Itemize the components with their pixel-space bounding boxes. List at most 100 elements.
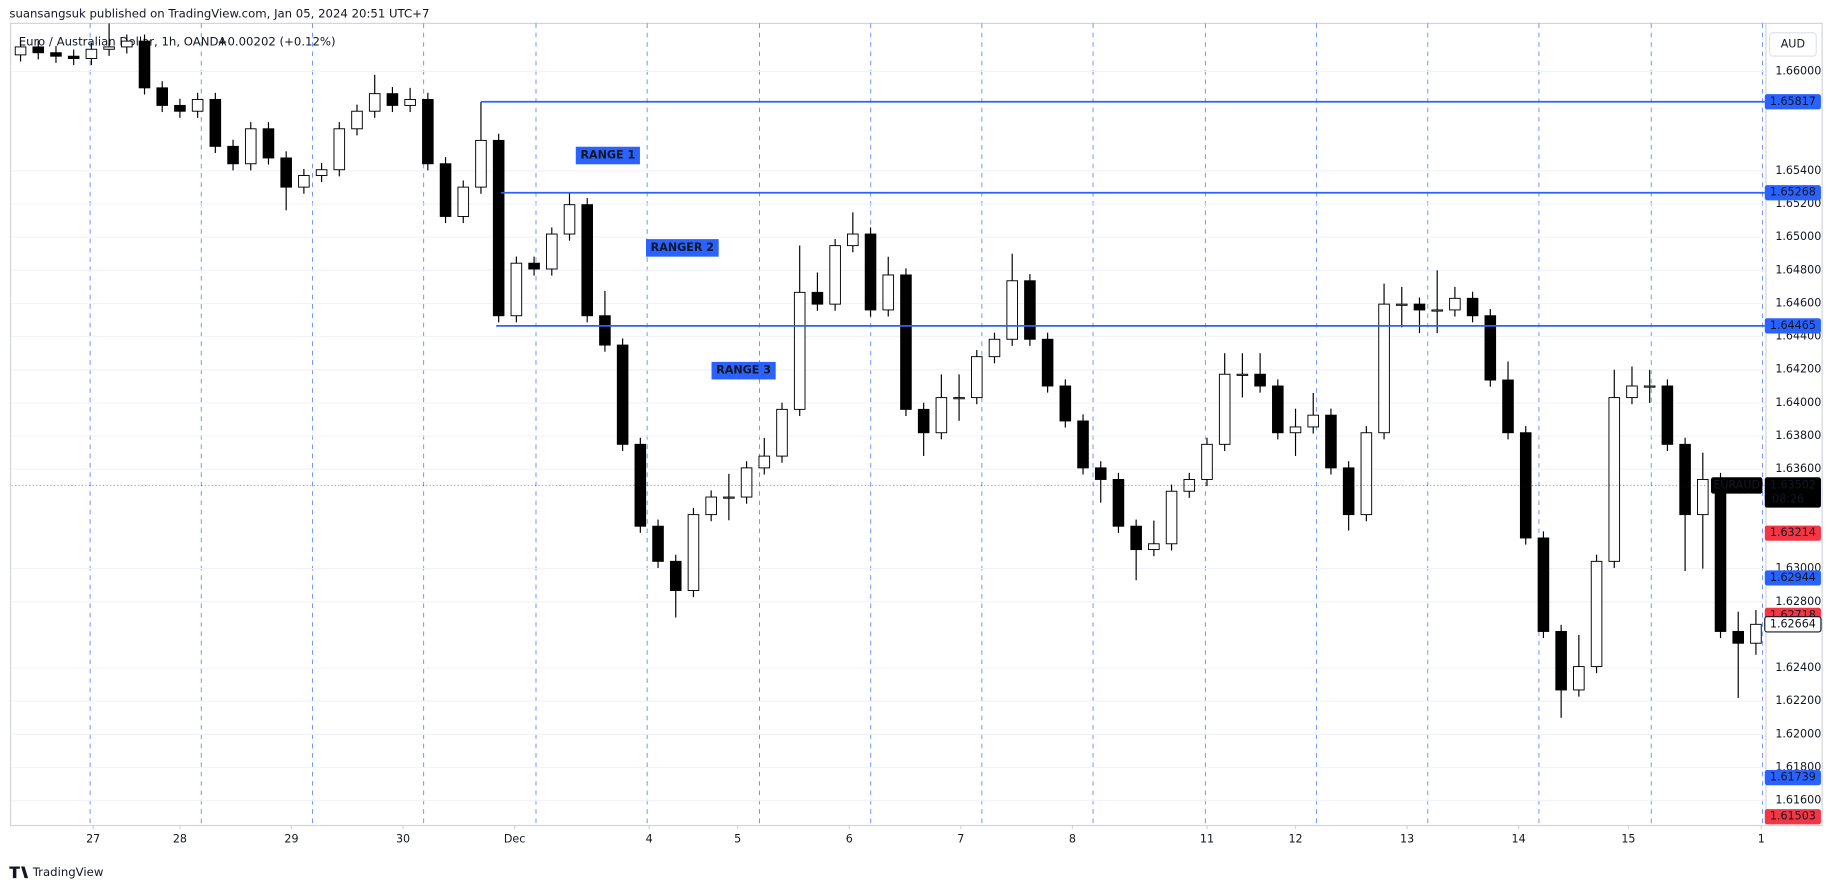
symbol-tag-label: EURAUD [1713, 478, 1760, 491]
candle-body [404, 98, 416, 106]
candle-body [546, 233, 558, 270]
candle-body [191, 98, 204, 112]
candle-body [1094, 467, 1107, 480]
x-tick-label: 12 [1288, 833, 1302, 846]
candle-body [368, 93, 381, 112]
candle-body [740, 467, 753, 498]
candle-body [1059, 385, 1072, 422]
candle-body [1608, 397, 1621, 562]
candle-body [1077, 420, 1089, 469]
candle-body [847, 233, 859, 247]
y-tick-label: 1.65000 [1775, 230, 1821, 243]
candle-body [1626, 385, 1638, 399]
candle-body [1697, 479, 1709, 516]
candle-body [1395, 303, 1408, 306]
y-tick-label: 1.62800 [1775, 595, 1821, 608]
price-tag [1764, 809, 1821, 825]
candle-body [174, 104, 186, 112]
candle-body [1130, 525, 1142, 551]
candle-body [563, 204, 576, 235]
symbol-tag [1710, 477, 1763, 494]
candle-body [1342, 467, 1355, 516]
candle-body [705, 496, 717, 516]
candle-body [900, 274, 912, 410]
level-tag [1764, 185, 1821, 201]
candle-body [85, 48, 98, 59]
annotation: RANGER 2 [651, 241, 714, 254]
level-tag [1764, 94, 1821, 110]
y-tick-label: 1.63800 [1775, 429, 1821, 442]
candle-body [103, 46, 115, 50]
currency-button[interactable] [1768, 32, 1817, 57]
x-tick-label: 28 [173, 833, 187, 846]
y-tick-label: 1.61600 [1775, 794, 1821, 807]
candle-body [1148, 543, 1160, 551]
candle-body [32, 46, 45, 54]
candle-body [793, 291, 806, 410]
candle-body [351, 110, 363, 130]
candle-body [864, 233, 877, 311]
candle-body [1750, 623, 1762, 644]
candle-body [121, 40, 133, 48]
price-tag-label: 1.61503 [1770, 810, 1816, 823]
candle-body [1466, 297, 1479, 317]
candle-body [1024, 280, 1036, 340]
x-tick-label: Dec [504, 833, 526, 846]
y-tick-label: 1.66000 [1775, 64, 1821, 77]
annotation: RANGE 1 [580, 149, 635, 162]
y-tick-label: 1.64800 [1775, 263, 1821, 276]
candle-body [935, 397, 948, 434]
candle-body [1112, 479, 1125, 527]
candle-body [917, 408, 930, 434]
price-tag-label: 1.63214 [1770, 526, 1816, 539]
candle-body [1519, 432, 1532, 539]
level-tag-label: 1.65817 [1770, 95, 1816, 108]
countdown-label: 08:26 [1772, 492, 1804, 505]
candle-body [457, 186, 470, 217]
price-tag [1764, 770, 1821, 786]
y-tick-label: 1.64600 [1775, 296, 1821, 309]
candle-body [1236, 373, 1249, 376]
x-tick-label: 8 [1069, 833, 1076, 846]
candle-body [1218, 373, 1231, 445]
candle-body [209, 98, 222, 147]
currency-label[interactable]: AUD [1781, 37, 1805, 50]
x-tick-label: 13 [1400, 833, 1414, 846]
candle-body [882, 274, 895, 311]
candle-body [1661, 385, 1674, 445]
x-tick-label: 15 [1621, 833, 1635, 846]
candle-body [1307, 414, 1320, 428]
annotation: RANGE 3 [716, 364, 771, 377]
x-tick-label: 4 [646, 833, 653, 846]
candle-body [988, 338, 1001, 358]
change-legend: +0.00202 (+0.12%) [218, 35, 336, 49]
y-tick-label: 1.63600 [1775, 462, 1821, 475]
candle-body [315, 169, 328, 176]
candle-body [1165, 490, 1178, 545]
y-tick-label: 1.64000 [1775, 396, 1821, 409]
candle-body [1378, 303, 1390, 434]
candle-body [1006, 280, 1018, 340]
candle-body [723, 496, 735, 499]
candle-body [1413, 303, 1426, 311]
x-tick-label: 6 [846, 833, 853, 846]
last-price-tag [1764, 477, 1821, 508]
annotation-box [645, 239, 719, 257]
brand-logo [9, 866, 29, 879]
price-tag-label: 1.62944 [1770, 571, 1816, 584]
candle-body [156, 87, 169, 106]
candle-body [386, 93, 399, 106]
candle-body [599, 315, 611, 346]
candle-body [616, 344, 629, 445]
candle-body [1537, 537, 1550, 632]
candle-body [669, 560, 682, 591]
x-tick-label: 1 [1758, 833, 1765, 846]
x-tick-label: 14 [1512, 833, 1526, 846]
x-tick-label: 5 [734, 833, 741, 846]
brand-name: TradingView [32, 865, 104, 879]
y-tick-label: 1.62200 [1775, 694, 1821, 707]
candle-body [1502, 379, 1514, 434]
candle-body [1555, 630, 1567, 691]
